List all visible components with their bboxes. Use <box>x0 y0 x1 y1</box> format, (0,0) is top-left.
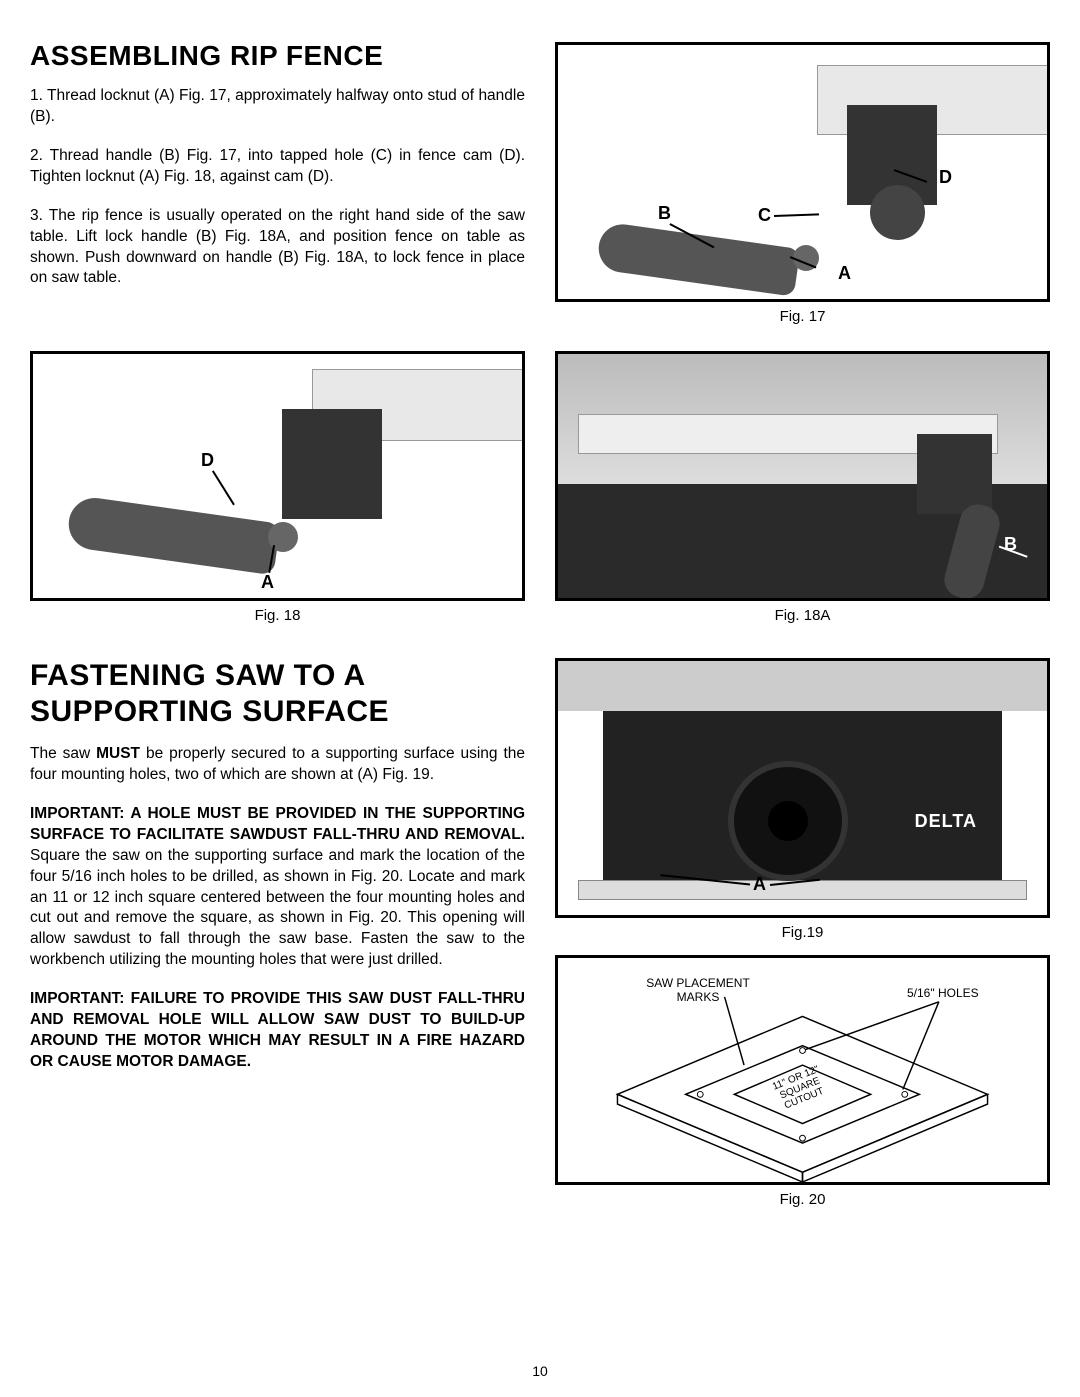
section1-step3: 3. The rip fence is usually operated on … <box>30 206 525 290</box>
figure-20: SAW PLACEMENT MARKS 5/16" HOLES 11" OR 1… <box>555 955 1050 1185</box>
figure-18: D A <box>30 351 525 601</box>
figure-19-caption: Fig.19 <box>555 924 1050 941</box>
fig17-label-b: B <box>658 203 671 224</box>
figure-17-caption: Fig. 17 <box>555 308 1050 325</box>
fig20-marks-label: SAW PLACEMENT MARKS <box>628 976 768 1004</box>
section2-p2: IMPORTANT: A HOLE MUST BE PROVIDED IN TH… <box>30 804 525 971</box>
section2-p1-bold: MUST <box>96 745 140 762</box>
section2-p2-post: Square the saw on the supporting surface… <box>30 847 525 969</box>
page-number: 10 <box>0 1363 1080 1379</box>
figure-18a: B <box>555 351 1050 601</box>
section2-title: FASTENING SAW TO A SUPPORTING SURFACE <box>30 658 525 730</box>
fig17-label-c: C <box>758 205 771 226</box>
figure-17-block: B C D A Fig. 17 <box>555 40 1050 339</box>
fig17-label-a: A <box>838 263 851 284</box>
fig19-brand: DELTA <box>915 811 977 832</box>
figure-18-caption: Fig. 18 <box>30 607 525 624</box>
section-fastening-saw: FASTENING SAW TO A SUPPORTING SURFACE Th… <box>30 658 525 1222</box>
figure-18-block: D A Fig. 18 <box>30 339 525 638</box>
section2-p1: The saw MUST be properly secured to a su… <box>30 744 525 786</box>
section2-p3: IMPORTANT: FAILURE TO PROVIDE THIS SAW D… <box>30 989 525 1073</box>
figure-18a-block: B Fig. 18A <box>555 339 1050 638</box>
section2-p1-pre: The saw <box>30 745 96 762</box>
section2-p2-bold: IMPORTANT: A HOLE MUST BE PROVIDED IN TH… <box>30 805 525 843</box>
figure-17: B C D A <box>555 42 1050 302</box>
section1-title: ASSEMBLING RIP FENCE <box>30 40 525 72</box>
section1-step1: 1. Thread locknut (A) Fig. 17, approxima… <box>30 86 525 128</box>
fig20-holes-label: 5/16" HOLES <box>907 986 1017 1000</box>
section1-step2: 2. Thread handle (B) Fig. 17, into tappe… <box>30 146 525 188</box>
fig18-label-a: A <box>261 572 274 593</box>
figure-20-caption: Fig. 20 <box>555 1191 1050 1208</box>
figure-18a-caption: Fig. 18A <box>555 607 1050 624</box>
fig19-label-a: A <box>753 874 766 895</box>
section-assembling-rip-fence: ASSEMBLING RIP FENCE 1. Thread locknut (… <box>30 40 525 339</box>
fig18-label-d: D <box>201 450 214 471</box>
figure-19-20-block: DELTA A Fig.19 <box>555 658 1050 1222</box>
figure-19: DELTA A <box>555 658 1050 918</box>
fig17-label-d: D <box>939 167 952 188</box>
